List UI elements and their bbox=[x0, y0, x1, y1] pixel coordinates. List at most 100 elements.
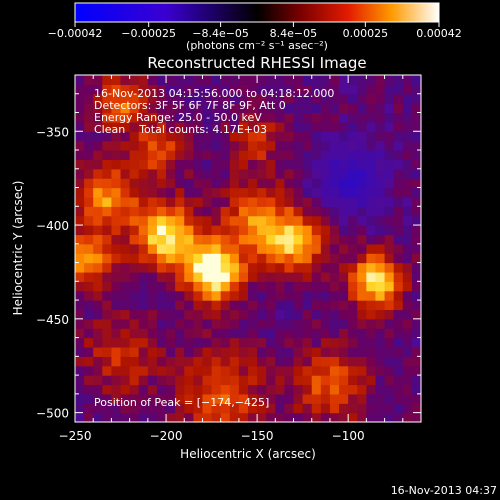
heatmap-cell bbox=[293, 346, 304, 357]
heatmap-cell bbox=[156, 290, 167, 301]
heatmap-cell bbox=[75, 300, 85, 311]
heatmap-cell bbox=[393, 150, 404, 161]
heatmap-cell bbox=[175, 103, 185, 114]
heatmap-cell bbox=[411, 168, 422, 179]
heatmap-cell bbox=[302, 346, 313, 357]
heatmap-cell bbox=[375, 140, 386, 151]
heatmap-cell bbox=[184, 243, 194, 254]
heatmap-cell bbox=[248, 356, 258, 367]
heatmap-cell bbox=[229, 196, 240, 207]
heatmap-cell bbox=[111, 253, 122, 264]
heatmap-cell bbox=[147, 225, 158, 236]
heatmap-cell bbox=[411, 365, 422, 376]
heatmap-cell bbox=[147, 215, 158, 226]
heatmap-cell bbox=[339, 75, 349, 85]
heatmap-cell bbox=[120, 337, 131, 348]
heatmap-cell bbox=[302, 75, 313, 85]
heatmap-cell bbox=[147, 168, 158, 179]
heatmap-cell bbox=[266, 253, 276, 264]
colorbar-unit-label: (photons cm⁻² s⁻¹ asec⁻²) bbox=[186, 39, 328, 52]
heatmap-cell bbox=[147, 206, 158, 217]
heatmap-cell bbox=[193, 196, 204, 207]
heatmap-cell bbox=[75, 121, 85, 132]
heatmap-cell bbox=[393, 140, 404, 151]
heatmap-cell bbox=[175, 243, 185, 254]
heatmap-cell bbox=[193, 187, 204, 198]
heatmap-cell bbox=[93, 131, 103, 142]
heatmap-cell bbox=[220, 375, 231, 386]
heatmap-cell bbox=[193, 375, 204, 386]
heatmap-cell bbox=[156, 84, 167, 95]
heatmap-cell bbox=[411, 215, 422, 226]
heatmap-cell bbox=[75, 112, 85, 123]
heatmap-cell bbox=[138, 393, 149, 404]
heatmap-cell bbox=[202, 150, 213, 161]
heatmap-cell bbox=[402, 281, 413, 292]
heatmap-cell bbox=[238, 365, 249, 376]
heatmap-cell bbox=[293, 309, 304, 320]
heatmap-cell bbox=[366, 75, 377, 85]
heatmap-cell bbox=[193, 356, 204, 367]
heatmap-cell bbox=[120, 140, 131, 151]
heatmap-cell bbox=[384, 318, 395, 329]
heatmap-cell bbox=[202, 290, 213, 301]
heatmap-cell bbox=[348, 75, 358, 85]
heatmap-cell bbox=[293, 112, 304, 123]
heatmap-cell bbox=[329, 225, 340, 236]
colorbar-tick-label: 8.4e−05 bbox=[270, 27, 317, 40]
heatmap-cell bbox=[211, 384, 222, 395]
heatmap-cell bbox=[129, 271, 140, 282]
heatmap-cell bbox=[175, 253, 185, 264]
heatmap-cell bbox=[93, 168, 103, 179]
heatmap-cell bbox=[138, 103, 149, 114]
heatmap-cell bbox=[202, 131, 213, 142]
heatmap-cell bbox=[411, 187, 422, 198]
heatmap-cell bbox=[211, 112, 222, 123]
heatmap-cell bbox=[75, 75, 85, 85]
heatmap-cell bbox=[339, 225, 349, 236]
heatmap-cell bbox=[111, 328, 122, 339]
colorbar-tick-label: −8.4e−05 bbox=[192, 27, 249, 40]
heatmap-cell bbox=[302, 168, 313, 179]
heatmap-cell bbox=[156, 75, 167, 85]
heatmap-cell bbox=[84, 196, 94, 207]
heatmap-cell bbox=[384, 356, 395, 367]
heatmap-cell bbox=[348, 131, 358, 142]
heatmap-cell bbox=[238, 300, 249, 311]
heatmap-cell bbox=[284, 131, 295, 142]
heatmap-cell bbox=[129, 281, 140, 292]
heatmap-cell bbox=[348, 365, 358, 376]
heatmap-cell bbox=[129, 300, 140, 311]
heatmap-cell bbox=[120, 215, 131, 226]
heatmap-cell bbox=[138, 253, 149, 264]
heatmap-cell bbox=[357, 93, 367, 104]
heatmap-cell bbox=[284, 281, 295, 292]
heatmap-cell bbox=[275, 150, 286, 161]
heatmap-cell bbox=[402, 328, 413, 339]
heatmap-cell bbox=[384, 384, 395, 395]
heatmap-cell bbox=[238, 131, 249, 142]
heatmap-cell bbox=[102, 384, 113, 395]
heatmap-cell bbox=[411, 140, 422, 151]
heatmap-cell bbox=[84, 384, 94, 395]
heatmap-cell bbox=[138, 112, 149, 123]
heatmap-cell bbox=[375, 121, 386, 132]
heatmap-cell bbox=[329, 346, 340, 357]
heatmap-cell bbox=[393, 262, 404, 273]
heatmap-cell bbox=[175, 225, 185, 236]
heatmap-cell bbox=[93, 243, 103, 254]
heatmap-cell bbox=[156, 412, 167, 423]
heatmap-cell bbox=[229, 93, 240, 104]
heatmap-cell bbox=[102, 84, 113, 95]
heatmap-cell bbox=[102, 300, 113, 311]
heatmap-cell bbox=[311, 337, 322, 348]
heatmap-cell bbox=[293, 225, 304, 236]
heatmap-cell bbox=[402, 403, 413, 414]
heatmap-cell bbox=[411, 243, 422, 254]
heatmap-cell bbox=[411, 346, 422, 357]
heatmap-cell bbox=[193, 225, 204, 236]
heatmap-cell bbox=[120, 253, 131, 264]
heatmap-cell bbox=[156, 131, 167, 142]
heatmap-cell bbox=[348, 196, 358, 207]
heatmap-cell bbox=[147, 75, 158, 85]
